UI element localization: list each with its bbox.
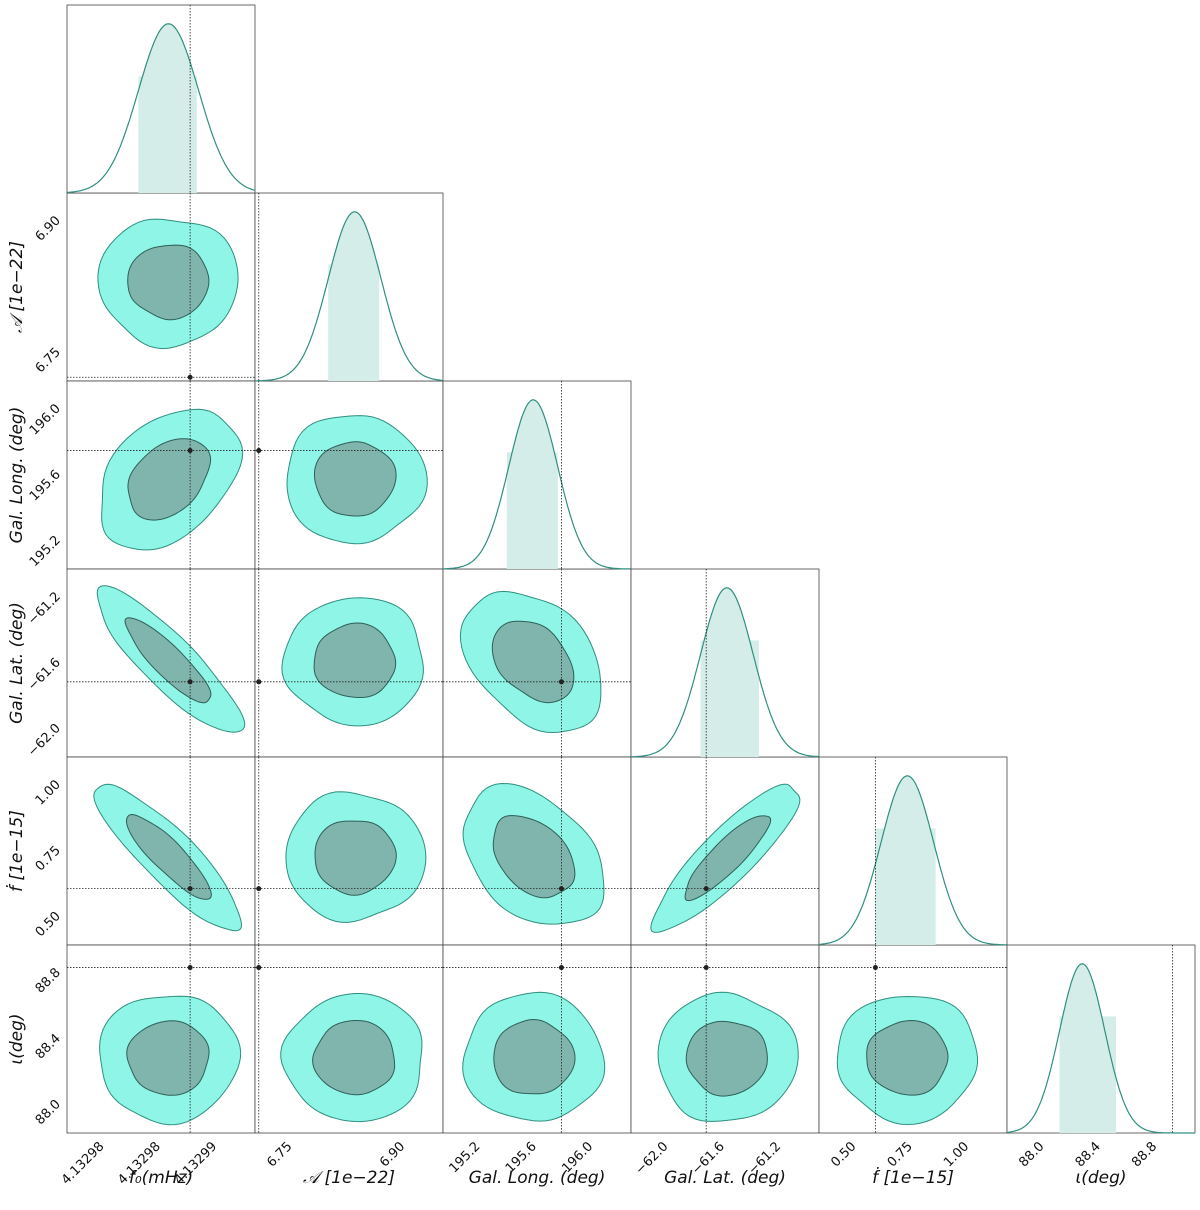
marginal-panel-3 [630,568,820,758]
marginal-panel-5 [1006,944,1196,1134]
truth-marker [187,374,193,380]
y-axis-label: Gal. Long. (deg) [7,407,27,544]
contour-inner [314,820,397,896]
contour-inner [312,1020,396,1096]
contour-panel-4-2 [442,756,632,946]
contour-panel-5-1 [254,944,444,1134]
contour-inner [684,815,772,902]
truth-marker [187,886,193,892]
truth-marker [256,448,262,454]
contour-inner [493,1018,576,1095]
y-tick-label: −61.2 [25,589,64,628]
x-tick-label: 88.4 [1073,1139,1104,1170]
x-axis-label: f₀(mHz) [129,1168,193,1188]
truth-marker [558,886,564,892]
marginal-panel-4 [818,756,1008,946]
contour-panel-5-0 [66,944,256,1134]
x-tick-label: 0.75 [885,1139,916,1170]
y-axis-label: ι(deg) [7,1013,27,1064]
truth-marker [256,886,262,892]
contour-panel-3-2 [442,568,632,758]
marginal-curve [1006,963,1195,1134]
y-axis-label: ḟ [1e−15] [5,810,27,892]
y-tick-label: 195.2 [27,533,64,570]
contour-panel-5-2 [442,944,632,1134]
y-axis-label: Gal. Lat. (deg) [7,602,27,724]
x-tick-label: 0.50 [828,1139,859,1170]
contour-panel-2-1 [254,380,444,570]
x-tick-label: 88.8 [1129,1139,1160,1170]
contour-inner [127,244,210,321]
contour-inner [314,441,397,517]
truth-marker [558,965,564,971]
y-axis-label: 𝒜 [1e−22] [7,241,27,333]
y-tick-label: 88.0 [33,1097,64,1128]
marginal-curve [630,587,820,758]
contour-inner [866,1019,949,1096]
truth-marker [256,679,262,685]
x-axis-label: ι(deg) [1075,1168,1126,1188]
truth-marker [558,679,564,685]
truth-marker [187,965,193,971]
truth-marker [703,965,709,971]
x-tick-label: 88.0 [1016,1139,1047,1170]
y-tick-label: 196.0 [27,401,64,438]
y-tick-label: 88.8 [33,965,64,996]
x-tick-label: 6.90 [377,1139,408,1170]
credible-band [1059,1016,1117,1133]
contour-inner [126,1020,210,1096]
marginal-curve [443,399,631,570]
marginal-panel-0 [66,4,256,194]
contour-inner [491,620,575,704]
truth-marker [872,965,878,971]
truth-marker [187,448,193,454]
marginal-curve [254,211,444,382]
contour-panel-5-4 [818,944,1008,1134]
y-tick-label: 0.50 [33,909,64,940]
marginal-curve [818,775,1008,946]
contour-panel-3-0 [66,568,256,758]
contour-panel-4-0 [66,756,256,946]
truth-marker [187,679,193,685]
credible-band [875,828,936,945]
truth-marker [703,886,709,892]
contour-panel-4-1 [254,756,444,946]
marginal-panel-2 [442,380,632,570]
y-tick-label: 0.75 [33,843,64,874]
y-tick-label: 6.90 [33,213,64,244]
contour-inner [313,622,397,698]
x-axis-label: 𝒜 [1e−22] [303,1168,395,1188]
y-tick-label: 195.6 [27,467,64,504]
x-tick-label: 1.00 [941,1139,972,1170]
contour-panel-2-0 [66,380,256,570]
x-axis-label: ḟ [1e−15] [872,1166,954,1188]
marginal-curve [66,23,256,193]
contour-panel-3-1 [254,568,444,758]
x-axis-label: Gal. Lat. (deg) [664,1168,786,1188]
contour-panel-1-0 [66,192,256,382]
contour-panel-5-3 [630,944,820,1134]
x-axis-label: Gal. Long. (deg) [469,1168,606,1188]
x-tick-label: 4.13298 [59,1139,108,1188]
credible-band [700,640,759,757]
credible-band [138,76,197,193]
credible-band [506,452,558,569]
truth-marker [256,965,262,971]
contour-panel-4-3 [630,756,820,946]
marginal-panel-1 [254,192,444,382]
y-tick-label: 1.00 [33,777,64,808]
x-tick-label: 6.75 [264,1139,295,1170]
credible-band [328,264,380,381]
y-tick-label: 6.75 [33,345,64,376]
contour-inner [492,814,576,899]
y-tick-label: −62.0 [25,721,64,760]
y-tick-label: 88.4 [33,1031,64,1062]
y-tick-label: −61.6 [25,655,64,694]
